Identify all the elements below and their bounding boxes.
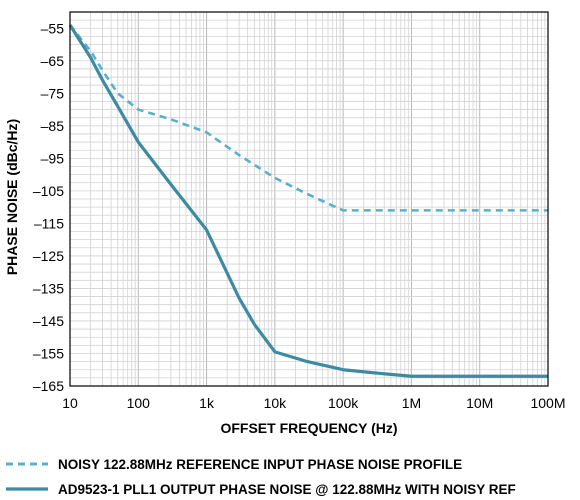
x-tick-label: 100: [127, 395, 151, 411]
plot-frame: [69, 11, 549, 387]
y-tick-label: –95: [41, 150, 65, 166]
y-axis-title: PHASE NOISE (dBc/Hz): [4, 119, 20, 275]
series-line-reference-dashed: [68, 24, 548, 212]
x-tick-label: 10M: [466, 395, 493, 411]
series-lines: [68, 24, 548, 378]
x-tick-labels: 10 100 1k 10k 100k 1M 10M 100M: [62, 395, 565, 411]
y-tick-label: –145: [33, 313, 64, 329]
x-axis-title: OFFSET FREQUENCY (Hz): [220, 420, 397, 436]
legend-item-reference: NOISY 122.88MHz REFERENCE INPUT PHASE NO…: [4, 453, 576, 475]
series-line-pll-output-solid: [68, 24, 548, 378]
y-tick-label: –85: [41, 118, 65, 134]
y-tick-label: –75: [41, 85, 65, 101]
y-tick-label: –105: [33, 183, 64, 199]
legend-item-pll-output: AD9523-1 PLL1 OUTPUT PHASE NOISE @ 122.8…: [4, 478, 576, 500]
x-tick-label: 10k: [264, 395, 288, 411]
grid-lines: [69, 11, 548, 387]
legend-swatch-solid: [6, 487, 48, 491]
y-tick-label: –155: [33, 345, 64, 361]
y-tick-label: –125: [33, 248, 64, 264]
y-tick-labels: –55 –65 –75 –85 –95 –105 –115 –125 –135 –145 –155 –…: [33, 20, 64, 394]
legend-label-pll-output: AD9523-1 PLL1 OUTPUT PHASE NOISE @ 122.8…: [58, 481, 516, 497]
y-tick-label: –55: [41, 20, 65, 36]
y-tick-label: –135: [33, 280, 64, 296]
y-tick-label: –115: [34, 215, 64, 231]
x-tick-label: 100k: [328, 395, 359, 411]
legend-swatch-dashed: [6, 462, 48, 466]
x-tick-label: 1k: [199, 395, 215, 411]
legend-label-reference: NOISY 122.88MHz REFERENCE INPUT PHASE NO…: [58, 456, 463, 472]
x-tick-label: 1M: [402, 395, 421, 411]
x-tick-label: 100M: [530, 395, 565, 411]
y-tick-label: –165: [33, 378, 64, 394]
x-tick-label: 10: [62, 395, 78, 411]
y-tick-label: –65: [41, 53, 65, 69]
phase-noise-chart: 10 100 1k 10k 100k 1M 10M 100M –55–65–75–85–95–…: [4, 11, 566, 436]
